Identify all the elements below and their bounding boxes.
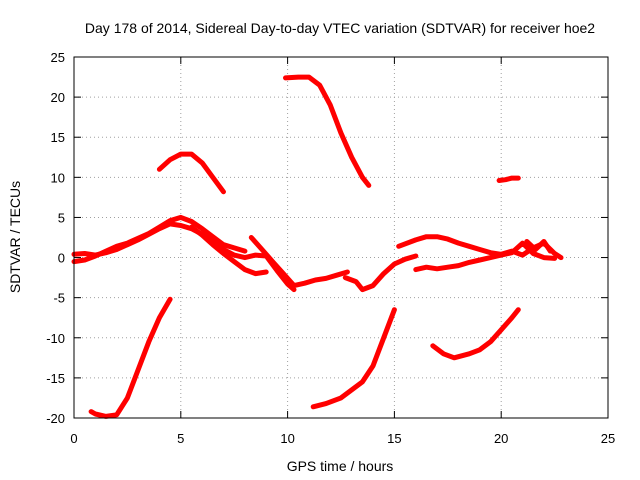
series-arc-08 xyxy=(342,253,419,293)
y-tick-label: 0 xyxy=(58,251,65,266)
y-tick-label: -20 xyxy=(46,411,65,426)
series-arc-13 xyxy=(496,175,521,183)
series-arc-12 xyxy=(430,307,521,361)
y-tick-label: 10 xyxy=(51,170,65,185)
y-axis-title: SDTVAR / TECUs xyxy=(7,181,23,293)
plot-frame xyxy=(73,56,609,419)
x-tick-label: 25 xyxy=(601,431,615,446)
y-tick-label: -5 xyxy=(53,291,65,306)
data-series xyxy=(71,74,564,419)
x-tick-label: 0 xyxy=(70,431,77,446)
series-arc-03 xyxy=(189,224,269,277)
y-tick-label: 25 xyxy=(51,50,65,65)
y-tick-label: 15 xyxy=(51,130,65,145)
x-tick-label: 10 xyxy=(280,431,294,446)
series-arc-14 xyxy=(524,239,553,254)
series-arc-11 xyxy=(413,240,558,273)
y-tick-label: 5 xyxy=(58,210,65,225)
y-tick-label: 20 xyxy=(51,90,65,105)
series-arc-09 xyxy=(310,307,397,410)
chart-title: Day 178 of 2014, Sidereal Day-to-day VTE… xyxy=(85,20,595,36)
x-tick-label: 15 xyxy=(387,431,401,446)
series-arc-05 xyxy=(156,151,226,195)
grid-lines xyxy=(74,57,608,418)
axis-ticks: 0 5 10 15 20 25 -20 -15 -10 -5 0 5 10 15 20 25 xyxy=(46,50,615,446)
x-axis-title: GPS time / hours xyxy=(287,458,394,474)
y-tick-label: -15 xyxy=(46,371,65,386)
series-arc-04 xyxy=(88,296,173,419)
series-arc-02 xyxy=(71,221,297,293)
x-tick-label: 20 xyxy=(494,431,508,446)
x-tick-label: 5 xyxy=(177,431,184,446)
series-arc-07 xyxy=(283,74,372,188)
series-arc-06 xyxy=(248,235,350,289)
y-tick-label: -10 xyxy=(46,331,65,346)
